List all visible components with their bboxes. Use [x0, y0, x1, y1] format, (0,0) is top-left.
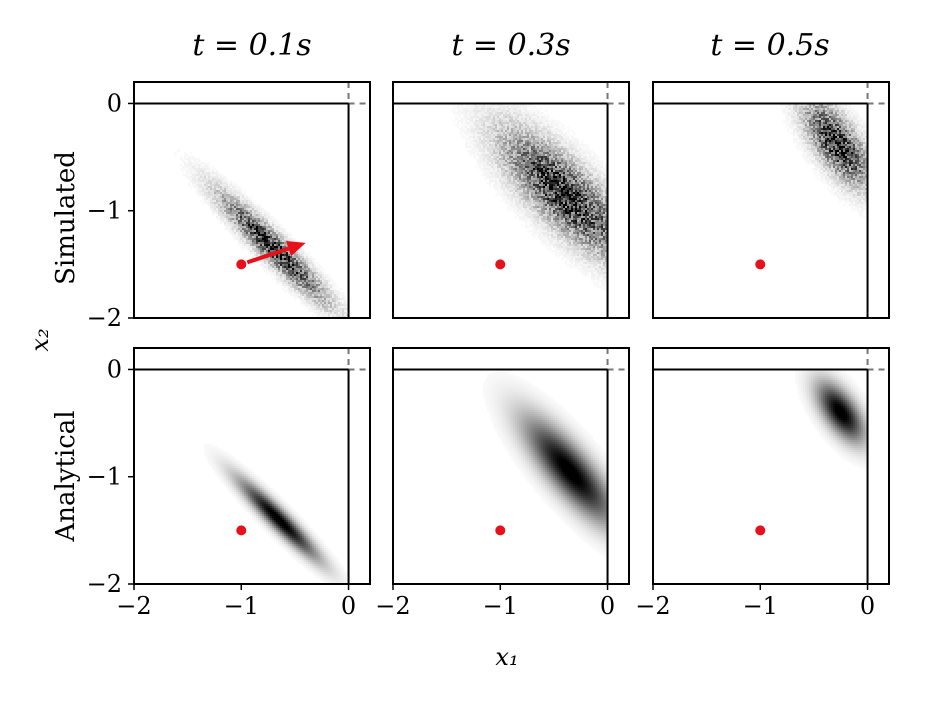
x-tick-label: 0	[600, 592, 615, 620]
panel-analytical-3: −2 −1 0	[635, 347, 890, 620]
panel-simulated-1: −2 −1 0	[87, 81, 371, 332]
y-tick-label: −2	[87, 570, 122, 598]
density-heatmap	[451, 104, 608, 291]
density-heatmap	[795, 370, 868, 471]
x-tick-label: −2	[116, 592, 151, 620]
initial-point-marker	[755, 259, 766, 270]
initial-point-marker	[236, 259, 247, 270]
panel-simulated-3	[652, 81, 890, 319]
x-tick-label: −1	[224, 592, 259, 620]
y-tick-label: −1	[87, 197, 122, 225]
column-title-2: t = 0.3s	[451, 28, 570, 63]
density-heatmap	[483, 372, 608, 559]
initial-point-marker	[236, 525, 247, 536]
column-title-1: t = 0.1s	[192, 28, 311, 63]
panel-simulated-2	[392, 81, 630, 319]
panel-analytical-2: −2 −1 0	[375, 347, 630, 620]
y-tick-label: 0	[107, 89, 122, 117]
y-tick-label: −1	[87, 463, 122, 491]
x-tick-label: 0	[860, 592, 875, 620]
column-title-3: t = 0.5s	[710, 28, 829, 63]
drift-arrow-head	[286, 241, 306, 257]
initial-point-marker	[755, 525, 766, 536]
x-tick-label: −1	[743, 592, 778, 620]
density-heatmap	[204, 444, 349, 585]
x-tick-label: −2	[635, 592, 670, 620]
x-tick-label: 0	[341, 592, 356, 620]
panel-frame	[392, 81, 630, 319]
drift-arrow	[246, 246, 290, 265]
panels: −2 −1 0 −2 −1 0 −2 −1 0 −2 −1 0 −2 −1 0	[87, 81, 890, 620]
panel-frame	[133, 81, 371, 319]
initial-point-marker	[495, 525, 506, 536]
panel-frame	[392, 347, 630, 585]
panel-frame	[652, 347, 890, 585]
y-tick-label: 0	[107, 355, 122, 383]
row-label-simulated: Simulated	[51, 151, 81, 285]
x-tick-label: −1	[483, 592, 518, 620]
density-heatmap	[174, 148, 349, 319]
initial-point-marker	[495, 259, 506, 270]
row-label-analytical: Analytical	[51, 410, 81, 542]
y-axis-label: x₂	[26, 328, 54, 351]
panel-analytical-1: −2 −1 0 −2 −1 0	[87, 347, 371, 620]
x-tick-label: −2	[375, 592, 410, 620]
panel-frame	[133, 347, 371, 585]
density-heatmap	[781, 104, 868, 219]
x-axis-label: x₁	[495, 643, 518, 671]
panel-frame	[652, 81, 890, 319]
y-tick-label: −2	[87, 304, 122, 332]
